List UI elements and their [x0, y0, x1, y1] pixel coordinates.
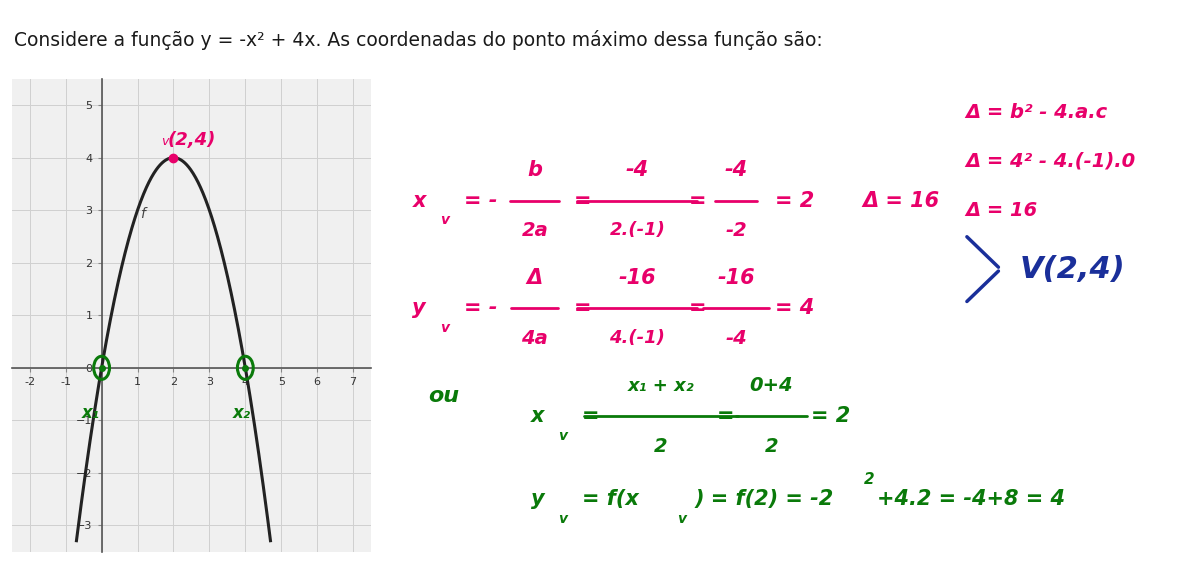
Text: -4: -4 — [626, 160, 649, 180]
Text: Δ: Δ — [527, 268, 543, 288]
Text: v: v — [161, 135, 168, 148]
Text: x: x — [531, 406, 544, 426]
Text: +4.2 = -4+8 = 4: +4.2 = -4+8 = 4 — [876, 489, 1065, 510]
Text: 2: 2 — [765, 437, 779, 455]
Text: Δ = 16: Δ = 16 — [965, 201, 1037, 220]
Text: -16: -16 — [717, 268, 755, 288]
Text: 4.(-1): 4.(-1) — [609, 329, 666, 347]
Text: = -: = - — [464, 298, 497, 318]
Text: 2: 2 — [654, 437, 668, 455]
Text: ou: ou — [429, 386, 459, 406]
Text: ) = f(2) = -2: ) = f(2) = -2 — [695, 489, 834, 510]
Text: x: x — [412, 190, 426, 211]
Text: v: v — [558, 428, 568, 443]
Text: v: v — [677, 512, 686, 526]
Text: = -: = - — [464, 190, 497, 211]
Text: 0+4: 0+4 — [749, 377, 793, 395]
Text: x₁ + x₂: x₁ + x₂ — [628, 377, 694, 395]
Text: Δ = 16: Δ = 16 — [862, 190, 939, 211]
Text: =: = — [689, 298, 706, 318]
Text: =: = — [582, 406, 600, 426]
Text: = 4: = 4 — [775, 298, 815, 318]
Text: y: y — [531, 489, 544, 510]
Text: v: v — [441, 321, 449, 335]
Text: = f(x: = f(x — [582, 489, 638, 510]
Text: -4: -4 — [726, 329, 747, 348]
Text: -2: -2 — [726, 221, 747, 240]
Text: Δ = b² - 4.a.c: Δ = b² - 4.a.c — [965, 103, 1107, 122]
Text: v: v — [558, 512, 568, 526]
Text: =: = — [716, 406, 734, 426]
Text: 4a: 4a — [522, 329, 548, 348]
Text: x₁: x₁ — [81, 404, 100, 422]
Text: =: = — [574, 190, 591, 211]
Text: Considere a função y = -x² + 4x. As coordenadas do ponto máximo dessa função são: Considere a função y = -x² + 4x. As coor… — [14, 30, 823, 50]
Text: = 2: = 2 — [775, 190, 815, 211]
Text: = 2: = 2 — [810, 406, 851, 426]
Text: x₂: x₂ — [233, 404, 251, 422]
Text: Δ = 4² - 4.(-1).0: Δ = 4² - 4.(-1).0 — [965, 152, 1136, 171]
Text: (2,4): (2,4) — [168, 131, 217, 149]
Text: f: f — [140, 207, 145, 221]
Text: -16: -16 — [618, 268, 656, 288]
Text: V(2,4): V(2,4) — [1020, 254, 1126, 284]
Text: =: = — [689, 190, 706, 211]
Text: y: y — [412, 298, 426, 318]
Text: -4: -4 — [724, 160, 748, 180]
Text: 2.(-1): 2.(-1) — [609, 221, 666, 239]
Text: 2a: 2a — [522, 221, 548, 240]
Text: =: = — [574, 298, 591, 318]
Text: 2: 2 — [863, 472, 874, 487]
Text: b: b — [528, 160, 542, 180]
Text: v: v — [441, 213, 449, 227]
